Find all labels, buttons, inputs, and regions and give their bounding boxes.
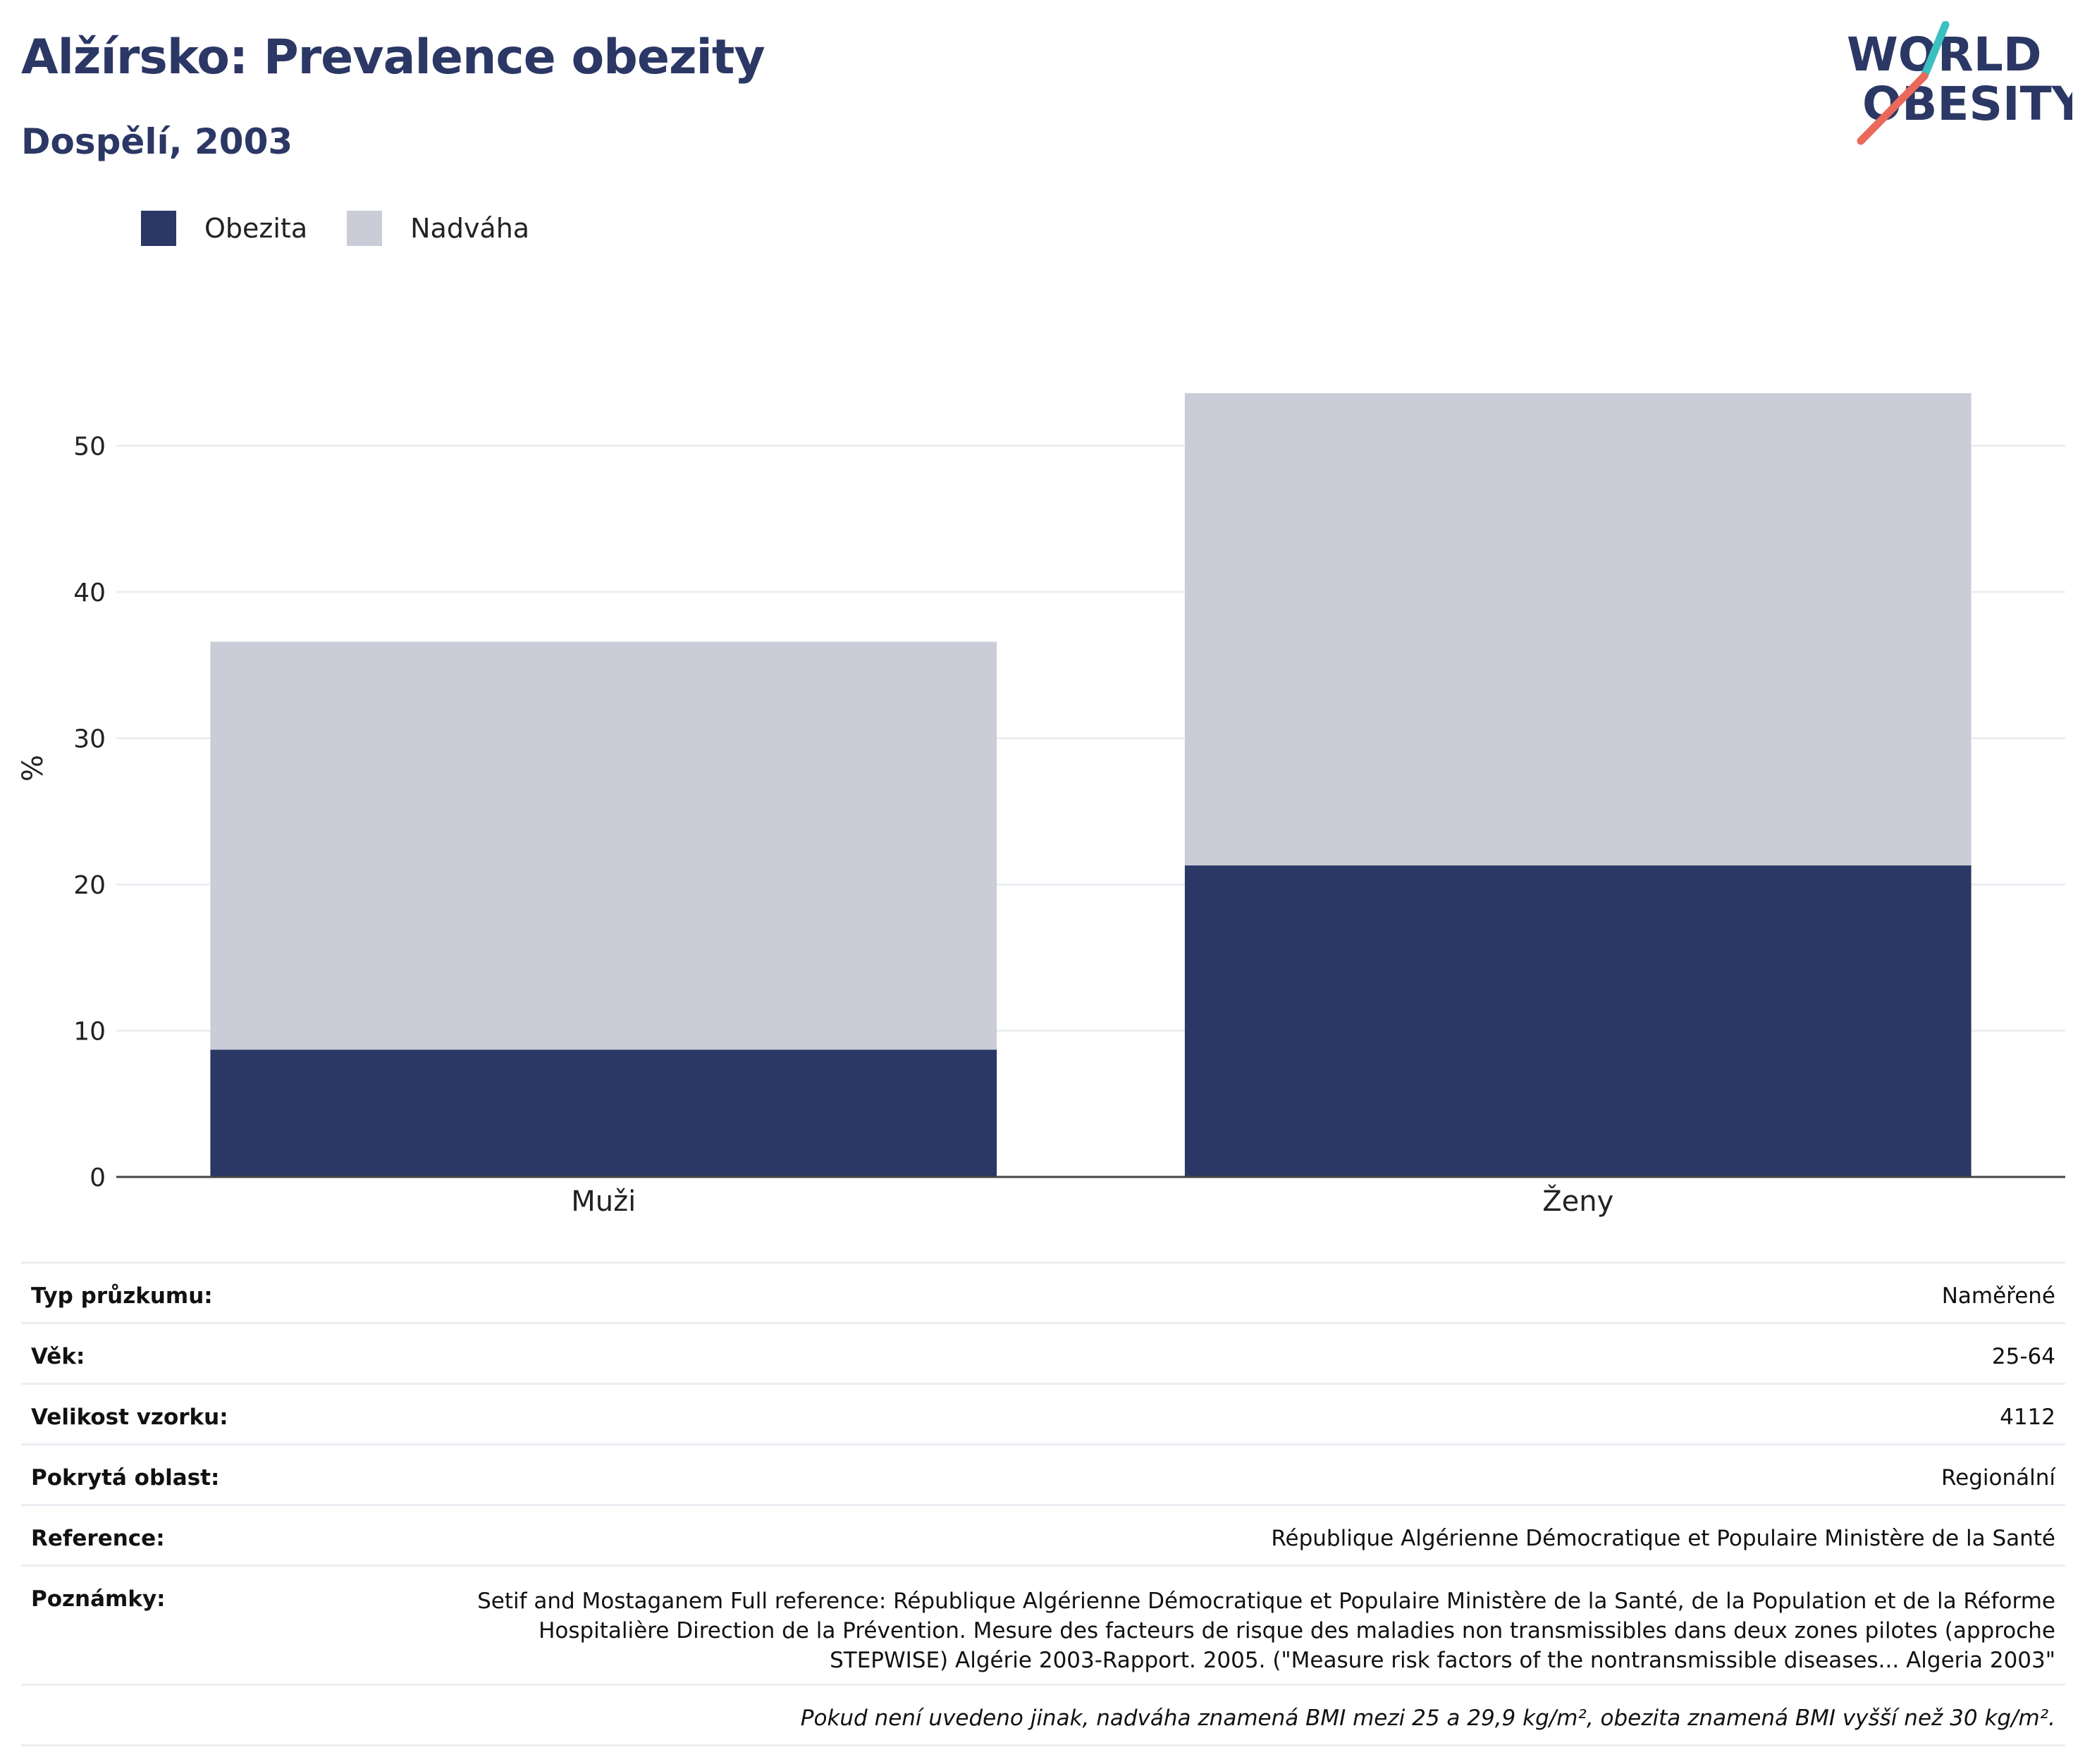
info-value: République Algérienne Démocratique et Po… bbox=[1271, 1526, 2055, 1551]
bar-obesity-1 bbox=[1184, 865, 1972, 1177]
info-value: Regionální bbox=[1941, 1465, 2055, 1491]
bar-overweight-1 bbox=[1184, 393, 1972, 866]
info-value: 25-64 bbox=[1991, 1344, 2055, 1369]
x-tick-label: Ženy bbox=[1542, 1184, 1613, 1218]
y-tick-label: 10 bbox=[73, 1018, 106, 1047]
chart-subtitle: Dospělí, 2003 bbox=[21, 121, 293, 162]
x-tick-label: Muži bbox=[571, 1185, 636, 1218]
info-row-sample-size: Velikost vzorku: 4112 bbox=[21, 1383, 2065, 1443]
stacked-bar-chart: 0 10 20 30 40 50% Muži Ženy bbox=[17, 393, 2065, 1218]
survey-info-table: Typ průzkumu: Naměřené Věk: 25-64 Veliko… bbox=[21, 1262, 2065, 1746]
y-axis-label: % bbox=[17, 755, 49, 782]
info-key: Věk: bbox=[31, 1344, 85, 1369]
y-tick-label: 30 bbox=[73, 725, 106, 754]
bar-overweight-0 bbox=[210, 641, 997, 1050]
info-key: Velikost vzorku: bbox=[31, 1405, 228, 1430]
y-tick-label: 50 bbox=[73, 433, 106, 462]
logo-slash-red bbox=[1857, 72, 1929, 145]
y-tick-label: 0 bbox=[90, 1164, 106, 1192]
legend-label-obesity: Obezita bbox=[204, 213, 308, 244]
bar-obesity-0 bbox=[210, 1049, 997, 1177]
info-key: Reference: bbox=[31, 1526, 165, 1551]
info-row-area: Pokrytá oblast: Regionální bbox=[21, 1443, 2065, 1504]
info-row-notes: Poznámky: Setif and Mostaganem Full refe… bbox=[21, 1565, 2065, 1684]
info-value: Naměřené bbox=[1941, 1283, 2055, 1309]
legend-swatch-overweight bbox=[347, 211, 383, 246]
footnote-text: Pokud není uvedeno jinak, nadváha znamen… bbox=[800, 1706, 2055, 1731]
y-tick-label: 20 bbox=[73, 871, 106, 900]
info-row-reference: Reference: République Algérienne Démocra… bbox=[21, 1504, 2065, 1565]
info-key: Poznámky: bbox=[31, 1586, 166, 1612]
world-obesity-logo: WORLD OBESITY bbox=[1847, 21, 2072, 145]
legend-item-obesity: Obezita bbox=[141, 211, 307, 246]
info-key: Typ průzkumu: bbox=[31, 1283, 213, 1309]
logo-slash-teal bbox=[1920, 21, 1950, 80]
info-footnote: Pokud není uvedeno jinak, nadváha znamen… bbox=[21, 1684, 2065, 1746]
info-value: Setif and Mostaganem Full reference: Rép… bbox=[477, 1589, 2055, 1673]
info-row-survey-type: Typ průzkumu: Naměřené bbox=[21, 1262, 2065, 1322]
legend-item-overweight: Nadváha bbox=[347, 211, 529, 246]
info-row-age: Věk: 25-64 bbox=[21, 1322, 2065, 1383]
info-key: Pokrytá oblast: bbox=[31, 1465, 220, 1491]
legend-label-overweight: Nadváha bbox=[410, 213, 530, 244]
legend-swatch-obesity bbox=[141, 211, 176, 246]
chart-title: Alžírsko: Prevalence obezity bbox=[21, 30, 765, 85]
chart-legend: Obezita Nadváha bbox=[141, 209, 569, 248]
info-value: 4112 bbox=[2000, 1405, 2055, 1430]
y-tick-label: 40 bbox=[73, 579, 106, 607]
